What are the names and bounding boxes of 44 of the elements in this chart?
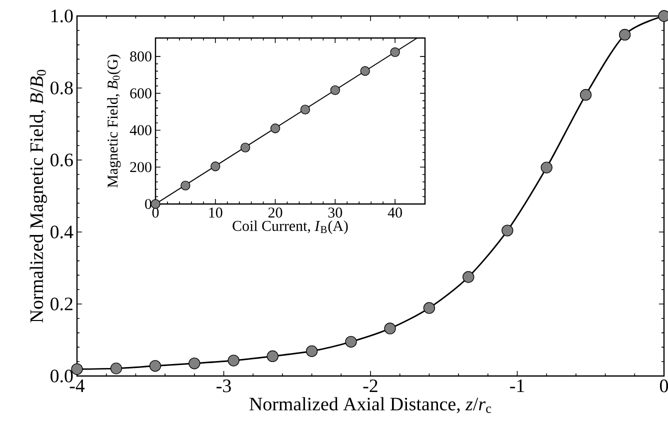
y-tick-label: 400 <box>130 125 152 136</box>
x-tick-label: -1 <box>510 380 524 392</box>
point <box>462 271 474 283</box>
point <box>270 124 280 134</box>
point <box>300 104 310 114</box>
x-tick-label: 10 <box>209 208 222 218</box>
x-tick-label: -2 <box>363 380 378 392</box>
point <box>188 358 200 370</box>
point <box>360 66 370 76</box>
point <box>266 350 278 362</box>
y-tick-label: 0.8 <box>50 82 73 94</box>
point <box>240 142 250 152</box>
y-tick-label: 600 <box>130 88 152 98</box>
y-tick-label: 0.6 <box>50 154 73 166</box>
point <box>540 162 552 174</box>
x-tick-label: 20 <box>268 208 282 218</box>
point <box>71 363 83 375</box>
point <box>149 360 162 372</box>
x-axis-title: Normalized Axial Distance, z/r$_{c}$ <box>250 397 492 414</box>
x-tick-label: -3 <box>216 380 231 392</box>
point <box>502 224 514 236</box>
point <box>210 162 220 172</box>
y-tick-label: 200 <box>130 162 152 172</box>
x-tick-label: 0 <box>660 380 668 392</box>
y-tick-label: 800 <box>130 51 152 62</box>
point <box>384 322 396 334</box>
x-tick-label: 40 <box>388 208 402 218</box>
point <box>618 28 631 41</box>
point <box>228 354 240 366</box>
point <box>110 362 122 374</box>
point <box>390 47 400 58</box>
y-tick-label: 0.2 <box>50 298 72 310</box>
y-axis-title: Normalized Magnetic Field, B/B$_{0}$ <box>30 70 47 323</box>
point <box>580 89 592 101</box>
point <box>330 85 340 96</box>
point <box>423 302 436 314</box>
y-tick-label: 1.0 <box>51 10 73 22</box>
x-axis-title: Coil Current, I$_{B}$(A) <box>232 220 348 234</box>
point <box>345 336 357 348</box>
point <box>306 345 318 357</box>
y-axis-title: Magnetic Field, B$_{0}$(G) <box>107 54 121 188</box>
y-tick-label: 0.4 <box>50 226 74 238</box>
x-tick-label: 30 <box>328 208 342 218</box>
point <box>180 180 190 190</box>
